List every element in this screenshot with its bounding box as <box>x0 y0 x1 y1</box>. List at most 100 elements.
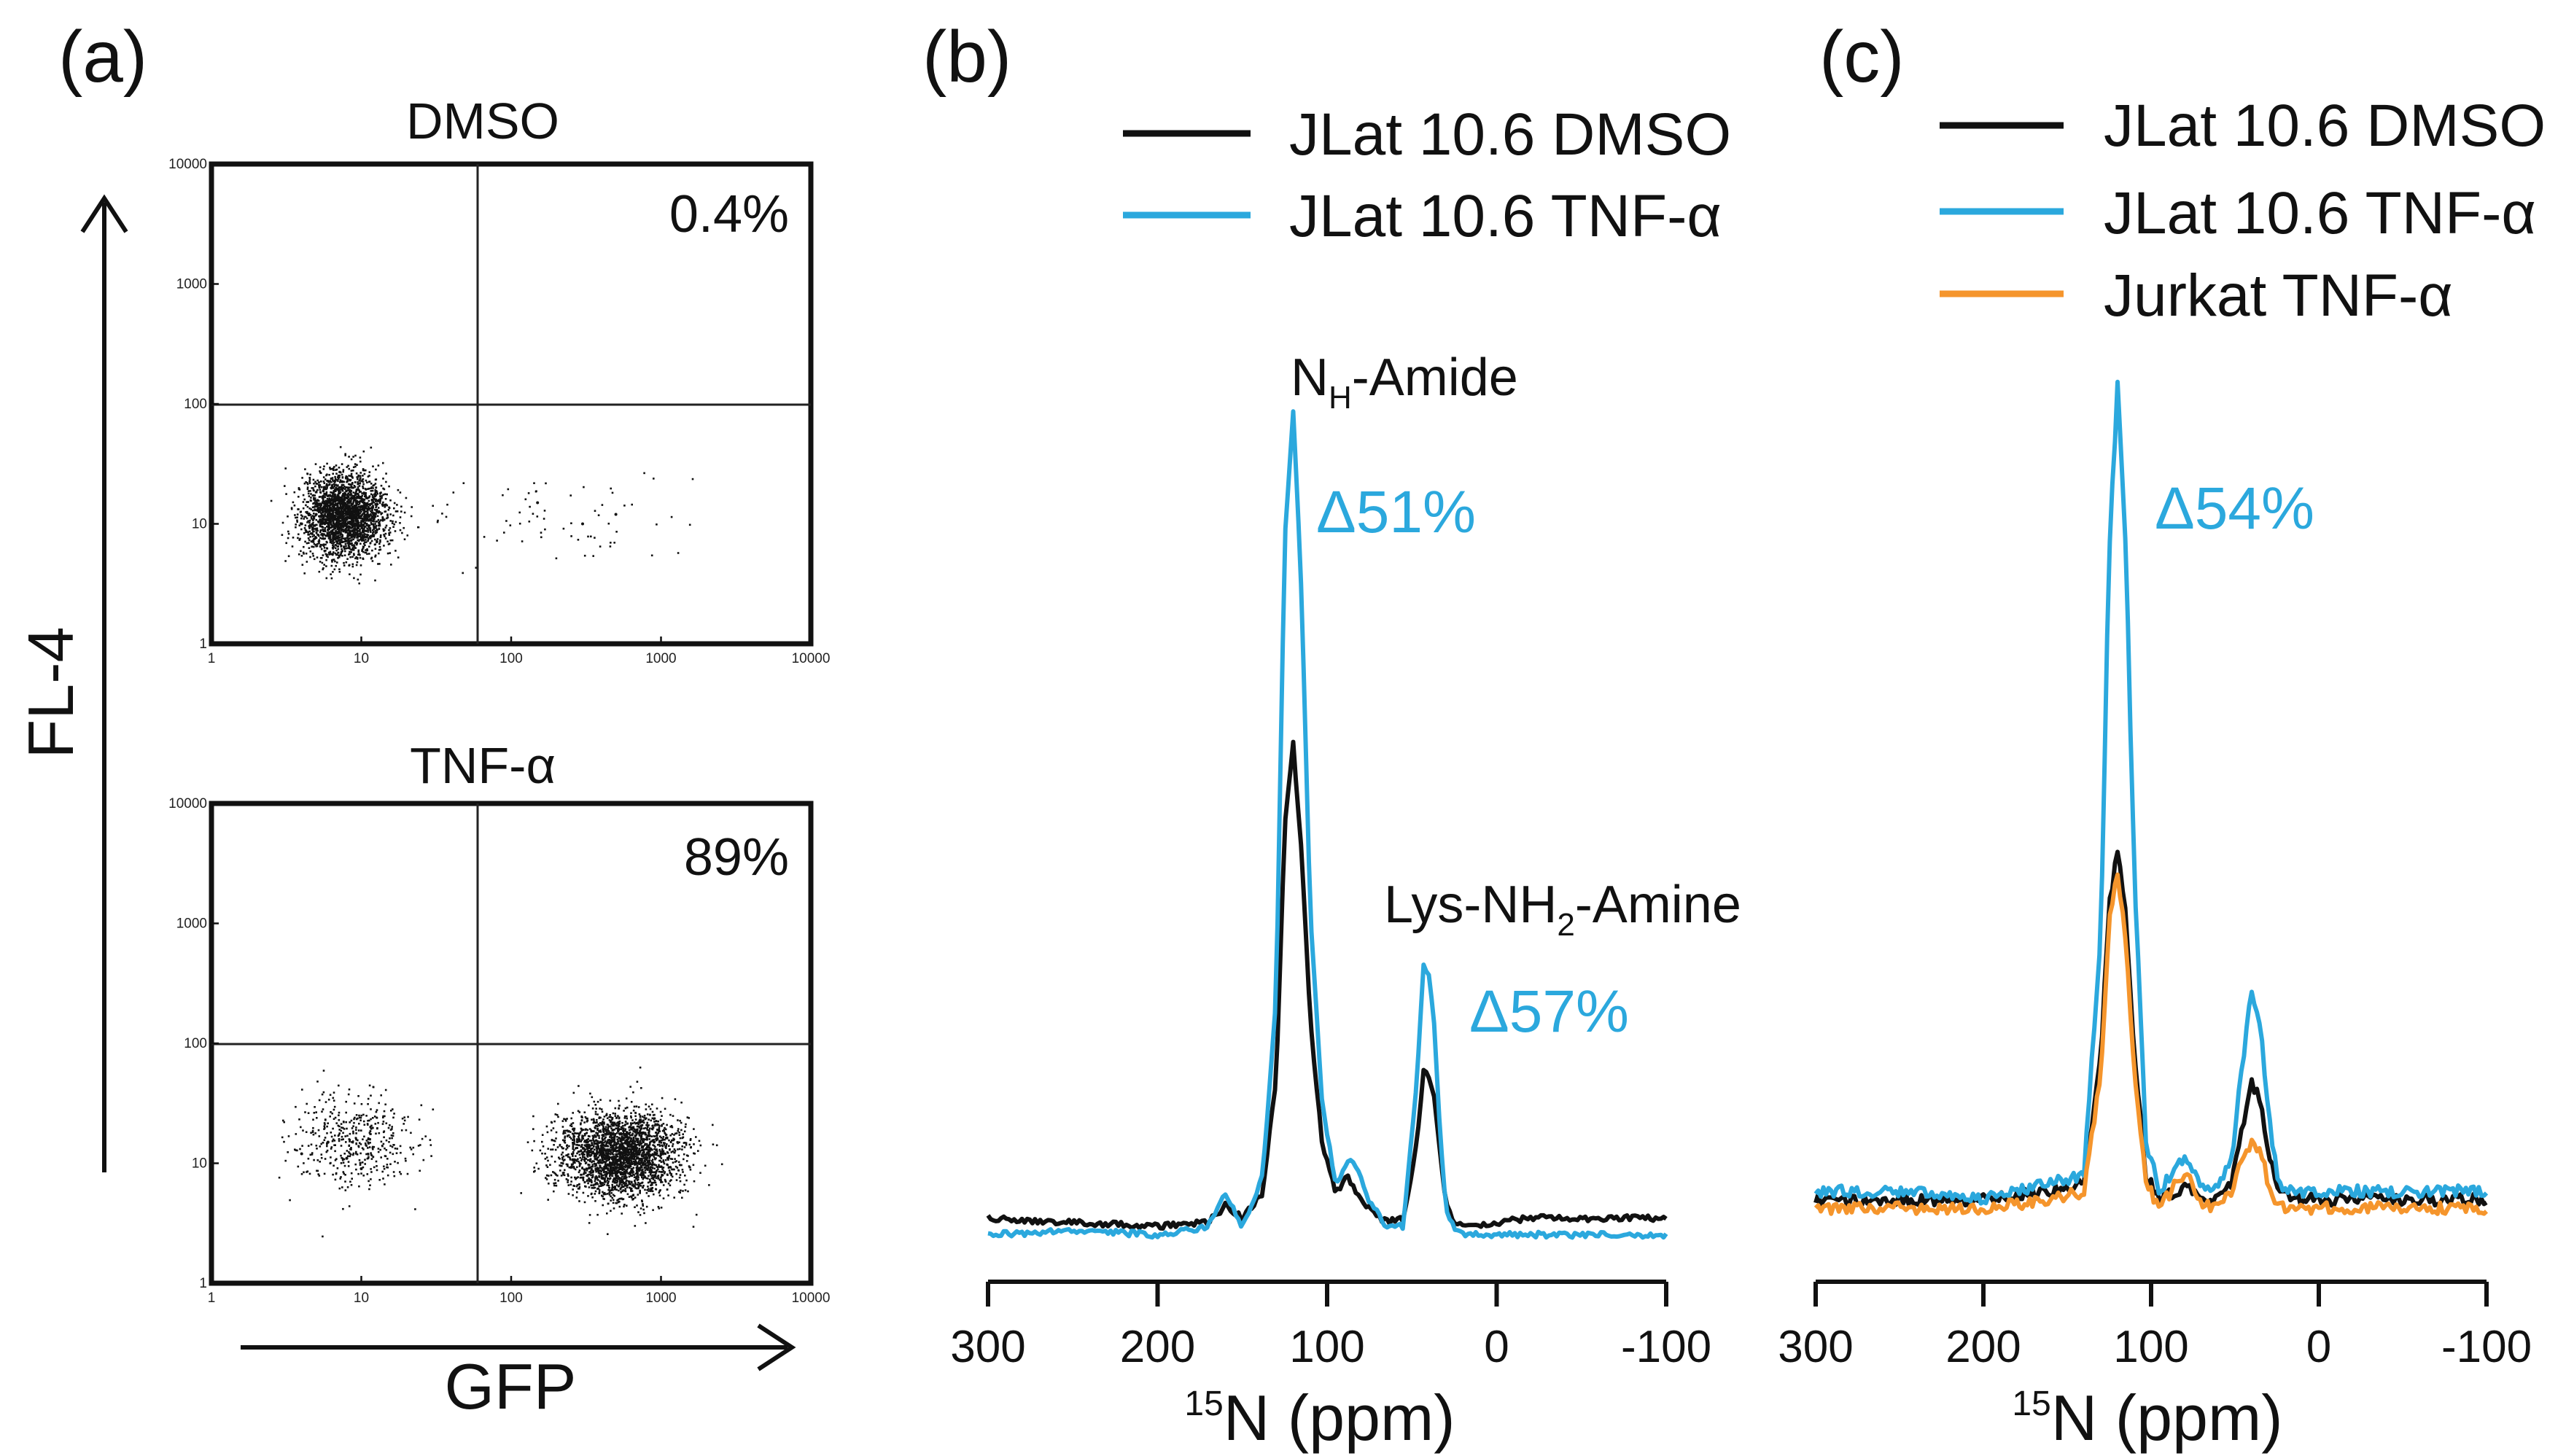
event-dot <box>653 1135 655 1137</box>
event-dot <box>347 486 350 489</box>
event-dot <box>637 1211 639 1213</box>
event-dot <box>644 1163 647 1166</box>
event-dot <box>588 1177 590 1180</box>
event-dot <box>304 468 306 470</box>
event-dot <box>615 1172 618 1175</box>
event-dot <box>333 515 335 518</box>
event-dot <box>373 484 376 486</box>
event-dot <box>348 564 350 567</box>
event-dot <box>557 1102 559 1105</box>
event-dot <box>370 483 373 485</box>
event-dot <box>601 1194 603 1197</box>
event-dot <box>349 491 351 493</box>
event-dot <box>640 1137 642 1140</box>
event-dot <box>346 477 349 480</box>
event-dot <box>345 561 348 564</box>
event-dot <box>621 1181 623 1183</box>
event-dot <box>334 532 336 535</box>
event-dot <box>341 550 343 552</box>
event-dot <box>626 1151 629 1153</box>
event-dot <box>616 1127 619 1130</box>
event-dot <box>591 1107 594 1110</box>
event-dot <box>641 1155 644 1158</box>
event-dot <box>300 550 302 553</box>
event-dot <box>606 1179 609 1182</box>
event-dot <box>630 1150 632 1153</box>
event-dot <box>364 529 366 532</box>
event-dot <box>653 1145 656 1147</box>
event-dot <box>347 532 349 534</box>
event-dot <box>334 518 337 521</box>
event-dot <box>333 505 335 508</box>
event-dot <box>352 497 355 499</box>
event-dot <box>643 1175 646 1177</box>
event-dot <box>312 540 315 543</box>
event-dot <box>661 1150 664 1153</box>
event-dot <box>611 1145 613 1148</box>
event-dot <box>376 541 378 544</box>
event-dot <box>677 1148 679 1151</box>
event-dot <box>573 1167 575 1169</box>
event-dot <box>532 1115 534 1118</box>
event-dot <box>327 511 330 514</box>
event-dot <box>359 553 361 556</box>
event-dot <box>299 511 302 513</box>
event-dot <box>580 1116 583 1118</box>
event-dot <box>317 511 320 513</box>
event-dot <box>344 509 346 512</box>
event-dot <box>300 528 303 531</box>
event-dot <box>693 1153 696 1155</box>
event-dot <box>386 514 389 517</box>
event-dot <box>595 1164 598 1167</box>
event-dot <box>583 1168 586 1171</box>
event-dot <box>324 523 326 525</box>
event-dot <box>645 1143 648 1145</box>
event-dot <box>631 1119 634 1121</box>
event-dot <box>320 480 322 483</box>
event-dot <box>642 1185 645 1187</box>
event-dot <box>308 477 311 479</box>
event-dot <box>344 505 347 508</box>
event-dot <box>284 560 287 562</box>
event-dot <box>582 1191 585 1194</box>
event-dot <box>606 1131 608 1134</box>
event-dot <box>384 535 386 537</box>
event-dot <box>321 537 323 540</box>
event-dot <box>637 1153 639 1156</box>
y-tick-label: 1000 <box>176 277 207 292</box>
event-dot <box>298 524 301 526</box>
event-dot <box>340 539 343 541</box>
event-dot <box>626 1184 629 1186</box>
event-dot <box>330 480 333 483</box>
event-dot <box>351 477 354 479</box>
event-dot <box>611 1162 614 1164</box>
event-dot <box>374 491 377 494</box>
event-dot <box>351 547 354 549</box>
event-dot <box>578 1111 581 1113</box>
event-dot <box>310 532 313 534</box>
event-dot <box>333 527 335 529</box>
event-dot <box>359 533 362 536</box>
event-dot <box>650 1184 652 1186</box>
event-dot <box>309 550 312 553</box>
event-dot <box>598 1191 601 1194</box>
event-dot <box>324 521 327 523</box>
event-dot <box>548 1175 550 1177</box>
event-dot <box>659 1110 662 1113</box>
event-dot <box>626 1193 629 1196</box>
event-dot <box>626 1168 629 1171</box>
event-dot <box>644 1160 646 1162</box>
event-dot <box>594 537 596 539</box>
event-dot <box>281 521 284 524</box>
event-dot <box>325 488 327 491</box>
event-dot <box>595 1145 597 1148</box>
event-dot <box>643 1114 646 1117</box>
event-dot <box>634 1185 636 1188</box>
event-dot <box>653 1151 656 1153</box>
event-dot <box>326 522 328 525</box>
event-dot <box>650 1170 653 1172</box>
event-dot <box>551 1121 553 1124</box>
event-dot <box>362 499 365 502</box>
event-dot <box>329 550 332 553</box>
event-dot <box>351 518 354 521</box>
